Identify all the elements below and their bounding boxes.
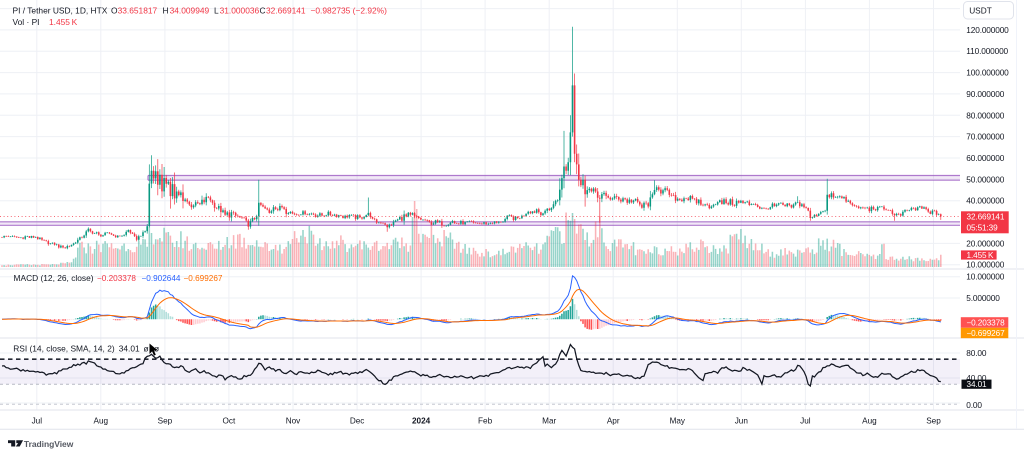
svg-text:32.669141: 32.669141 bbox=[266, 5, 306, 15]
svg-text:1.455 K: 1.455 K bbox=[49, 17, 78, 27]
svg-text:C: C bbox=[260, 5, 266, 15]
svg-text:Oct: Oct bbox=[223, 417, 236, 426]
svg-text:Nov: Nov bbox=[286, 417, 301, 426]
svg-text:20.000000: 20.000000 bbox=[966, 238, 1004, 248]
svg-text:Aug: Aug bbox=[862, 417, 877, 426]
svg-text:ø: ø bbox=[144, 343, 149, 353]
svg-text:−0.203378: −0.203378 bbox=[97, 274, 136, 283]
svg-text:31.000036: 31.000036 bbox=[220, 5, 260, 15]
svg-text:110.000000: 110.000000 bbox=[966, 46, 1008, 56]
svg-text:−0.699267: −0.699267 bbox=[967, 329, 1006, 338]
svg-text:Vol · PI: Vol · PI bbox=[13, 17, 40, 27]
svg-text:−0.699267: −0.699267 bbox=[184, 274, 223, 283]
svg-text:33.651817: 33.651817 bbox=[118, 5, 158, 15]
svg-text:−0.982735 (−2.92%): −0.982735 (−2.92%) bbox=[311, 5, 388, 15]
svg-text:80.00: 80.00 bbox=[966, 348, 987, 358]
svg-text:2024: 2024 bbox=[412, 417, 431, 426]
svg-text:Jul: Jul bbox=[800, 417, 811, 426]
svg-text:May: May bbox=[670, 417, 686, 426]
svg-text:1.455 K: 1.455 K bbox=[967, 251, 995, 260]
svg-text:PI / Tether USD, 1D, HTX: PI / Tether USD, 1D, HTX bbox=[13, 5, 108, 15]
svg-text:L: L bbox=[214, 5, 219, 15]
svg-text:40.000000: 40.000000 bbox=[966, 196, 1004, 206]
svg-text:Dec: Dec bbox=[350, 417, 365, 426]
svg-text:34.01: 34.01 bbox=[119, 343, 140, 353]
svg-text:Sep: Sep bbox=[158, 417, 173, 426]
svg-text:Jul: Jul bbox=[32, 417, 43, 426]
svg-text:34.01: 34.01 bbox=[967, 380, 988, 389]
svg-text:RSI (14, close, SMA, 14, 2): RSI (14, close, SMA, 14, 2) bbox=[13, 343, 115, 353]
svg-text:O: O bbox=[111, 5, 118, 15]
svg-text:40.00: 40.00 bbox=[966, 373, 987, 383]
svg-text:Jun: Jun bbox=[735, 417, 749, 426]
svg-text:80.000000: 80.000000 bbox=[966, 110, 1004, 120]
svg-text:TradingView: TradingView bbox=[24, 439, 74, 449]
svg-text:Sep: Sep bbox=[926, 417, 941, 426]
svg-text:90.000000: 90.000000 bbox=[966, 89, 1004, 99]
svg-text:70.000000: 70.000000 bbox=[966, 132, 1004, 142]
svg-text:34.009949: 34.009949 bbox=[170, 5, 210, 15]
svg-text:120.000000: 120.000000 bbox=[966, 25, 1009, 35]
svg-text:0.00: 0.00 bbox=[966, 400, 982, 410]
svg-text:10.000000: 10.000000 bbox=[966, 272, 1004, 282]
svg-text:10.000000: 10.000000 bbox=[966, 260, 1004, 270]
svg-text:USDT: USDT bbox=[969, 5, 992, 15]
svg-text:−0.902644: −0.902644 bbox=[142, 274, 181, 283]
svg-text:5.000000: 5.000000 bbox=[966, 293, 1000, 303]
svg-text:MACD (12, 26, close): MACD (12, 26, close) bbox=[14, 273, 94, 283]
svg-text:50.000000: 50.000000 bbox=[966, 174, 1004, 184]
svg-text:H: H bbox=[163, 5, 169, 15]
svg-text:60.000000: 60.000000 bbox=[966, 153, 1004, 163]
svg-text:ø: ø bbox=[154, 343, 159, 353]
svg-text:Aug: Aug bbox=[94, 417, 109, 426]
svg-text:Mar: Mar bbox=[542, 417, 556, 426]
svg-text:Feb: Feb bbox=[478, 417, 493, 426]
svg-text:−0.203378: −0.203378 bbox=[967, 318, 1006, 327]
svg-text:100.000000: 100.000000 bbox=[966, 68, 1009, 78]
svg-text:05:51:39: 05:51:39 bbox=[967, 224, 999, 233]
svg-text:Apr: Apr bbox=[607, 417, 620, 426]
svg-text:32.669141: 32.669141 bbox=[967, 213, 1005, 222]
